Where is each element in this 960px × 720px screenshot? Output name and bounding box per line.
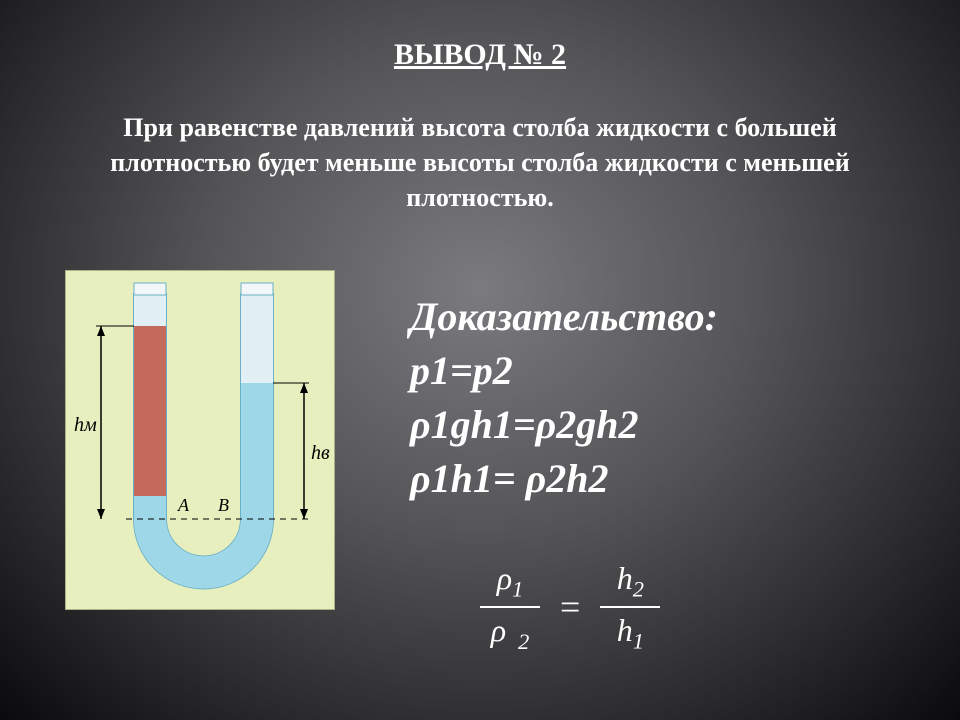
fraction-right: h2 h1 [600, 560, 660, 655]
proof-block: Доказательство: p1=p2 ρ1gh1=ρ2gh2 ρ1h1= … [410, 290, 718, 506]
frac-line [480, 606, 540, 608]
label-h-left: hм [74, 414, 97, 436]
proof-line-3: ρ1h1= ρ2h2 [410, 452, 718, 506]
frac-right-num: h2 [617, 560, 644, 602]
proof-line-2: ρ1gh1=ρ2gh2 [410, 398, 718, 452]
page-title: ВЫВОД № 2 [394, 38, 566, 72]
proof-heading: Доказательство: [410, 290, 718, 344]
description-text: При равенстве давлений высота столба жид… [60, 110, 900, 215]
proof-line-1: p1=p2 [410, 344, 718, 398]
label-A: A [177, 495, 190, 515]
u-tube-diagram: A B hм hв [65, 270, 335, 610]
frac-right-den: h1 [617, 612, 644, 654]
frac-line [600, 606, 660, 608]
frac-left-den: ρ2 [491, 612, 530, 654]
ratio-formula: ρ1 ρ2 = h2 h1 [480, 560, 660, 655]
label-B: B [218, 495, 229, 515]
fraction-left: ρ1 ρ2 [480, 560, 540, 655]
frac-left-num: ρ1 [497, 560, 524, 602]
label-h-right: hв [311, 442, 330, 464]
equals-sign: = [560, 586, 580, 628]
